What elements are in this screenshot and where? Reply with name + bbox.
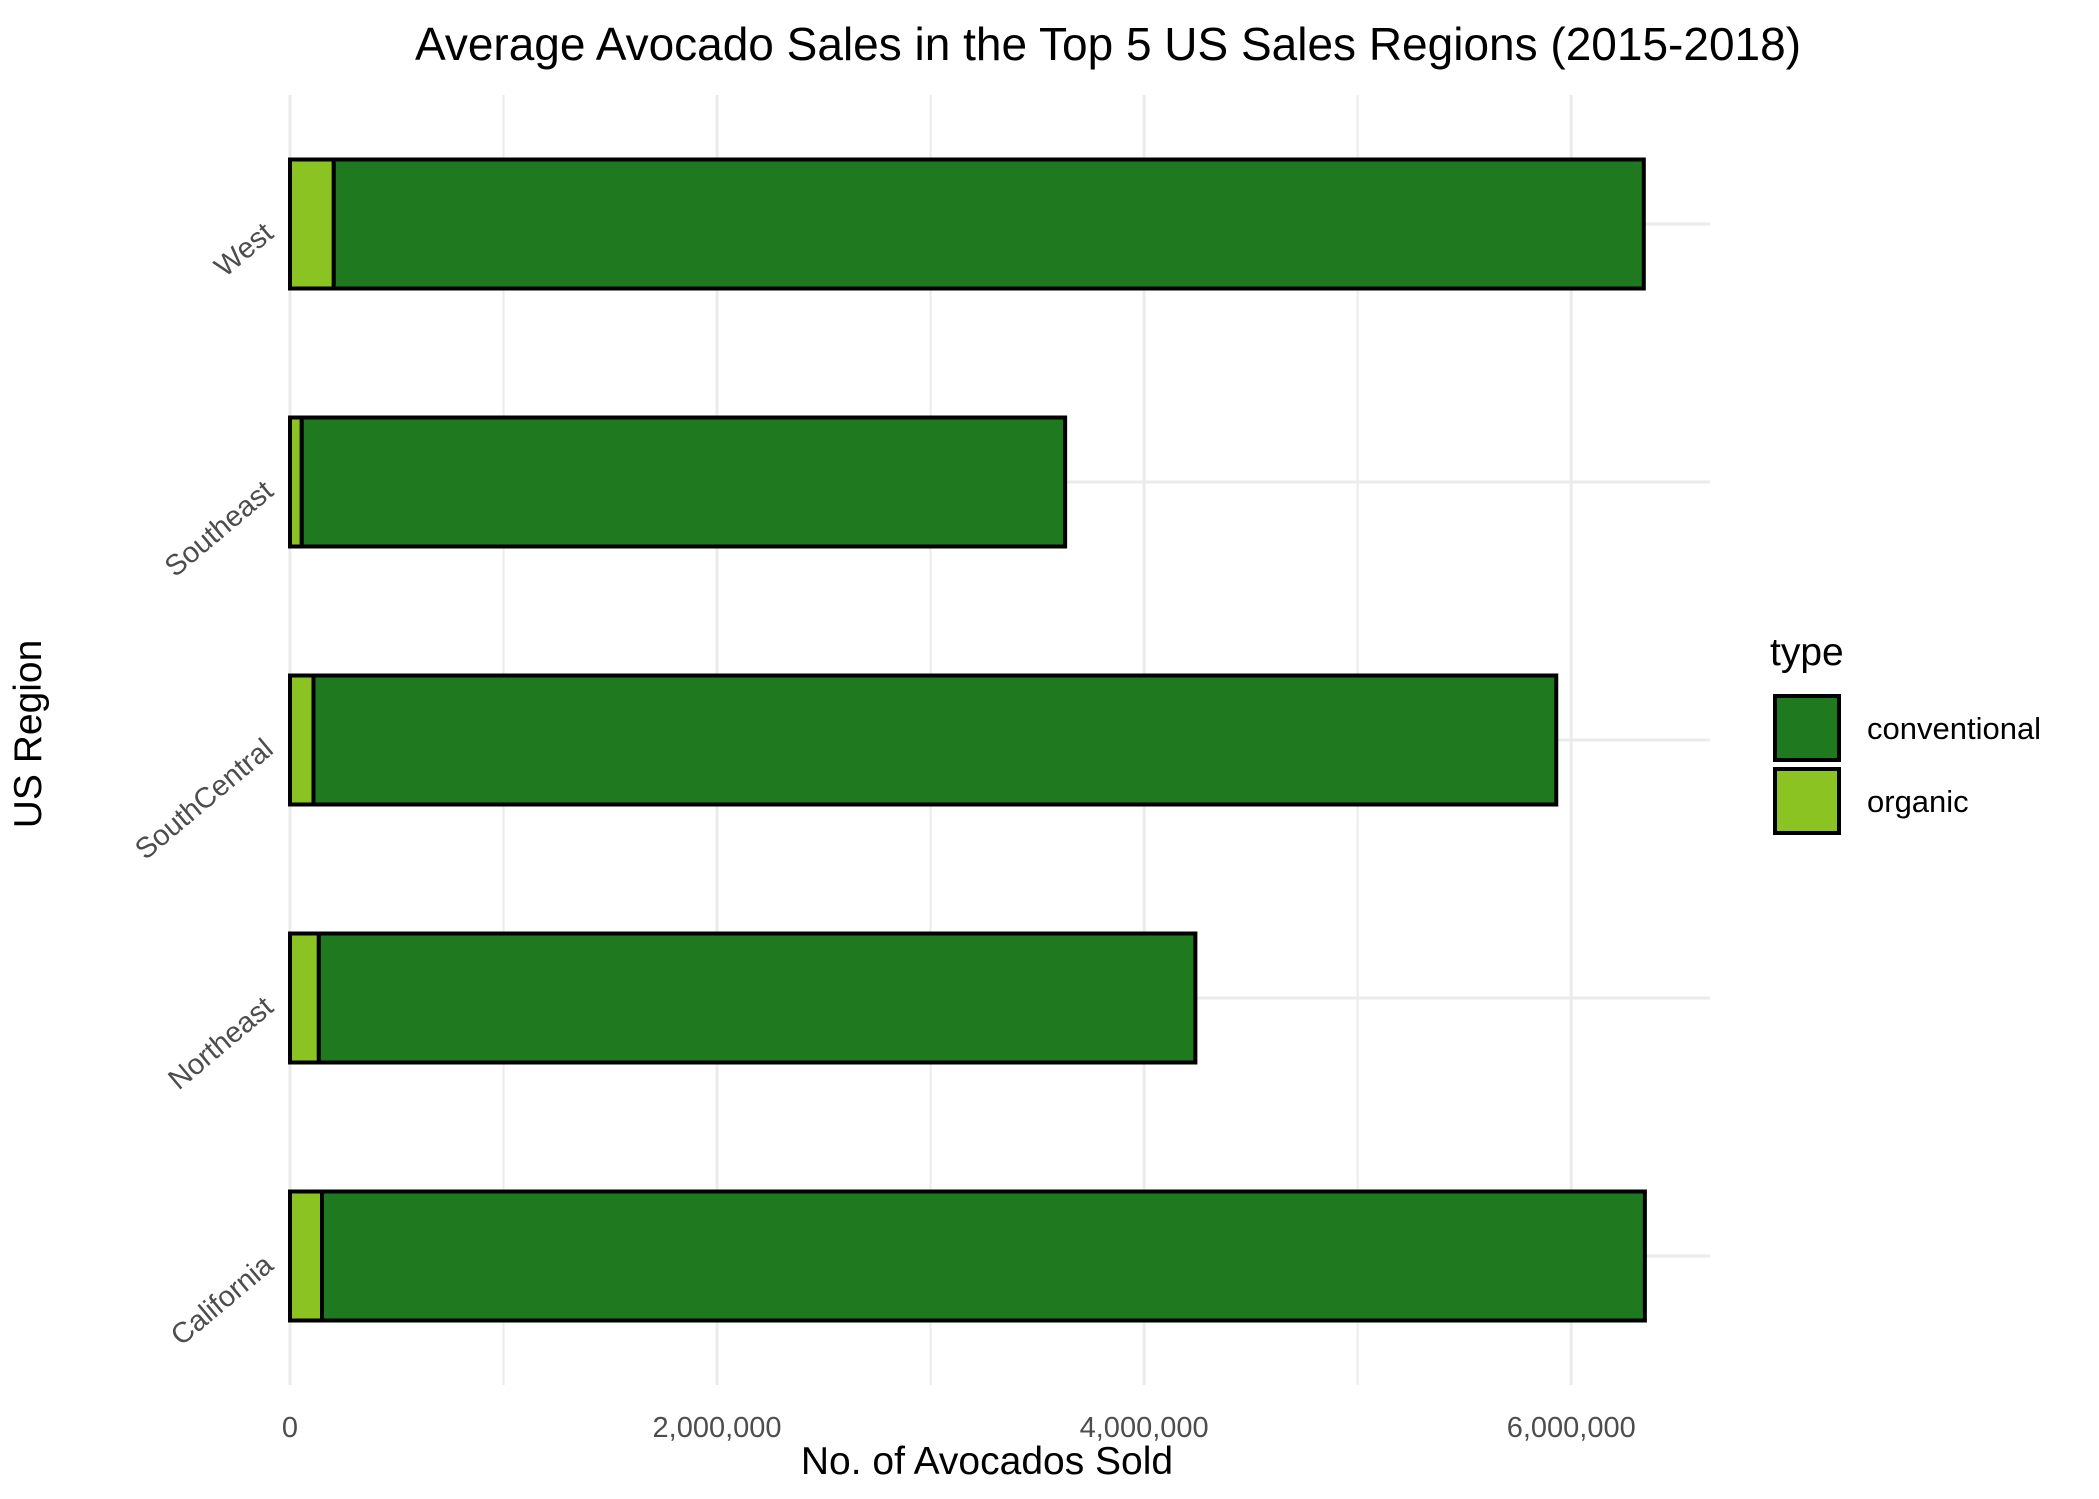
x-tick-label: 0	[282, 1412, 298, 1444]
bar-segment-conventional	[311, 673, 1559, 807]
y-axis-title: US Region	[7, 640, 50, 829]
x-tick-label: 2,000,000	[653, 1412, 782, 1444]
bar-segment-conventional	[320, 1189, 1647, 1323]
legend-swatch-conventional	[1773, 694, 1841, 762]
legend-label: conventional	[1867, 711, 2041, 746]
legend-swatch-organic	[1773, 767, 1841, 835]
x-axis-title: No. of Avocados Sold	[801, 1440, 1173, 1483]
bar-segment-conventional	[299, 415, 1068, 549]
legend-label: organic	[1867, 784, 1969, 819]
bar-segment-organic	[288, 1189, 325, 1323]
legend-title: type	[1770, 631, 1844, 674]
bar-segment-organic	[288, 673, 316, 807]
x-tick-label: 4,000,000	[1080, 1412, 1209, 1444]
x-tick-label: 6,000,000	[1507, 1412, 1636, 1444]
chart-title: Average Avocado Sales in the Top 5 US Sa…	[415, 18, 1801, 70]
y-tick-label: Northeast	[163, 991, 280, 1096]
legend: type conventional organic	[1770, 631, 2041, 835]
y-tick-label: SouthCentral	[129, 733, 279, 866]
y-tick-label: California	[165, 1248, 280, 1352]
bar-segment-organic	[288, 157, 336, 291]
bar-segment-conventional	[316, 931, 1198, 1065]
bar-layer	[288, 157, 1647, 1323]
y-tick-label: Southeast	[159, 475, 280, 583]
bar-segment-organic	[288, 931, 321, 1065]
y-tick-label: West	[209, 217, 280, 284]
bar-segment-conventional	[331, 157, 1646, 291]
